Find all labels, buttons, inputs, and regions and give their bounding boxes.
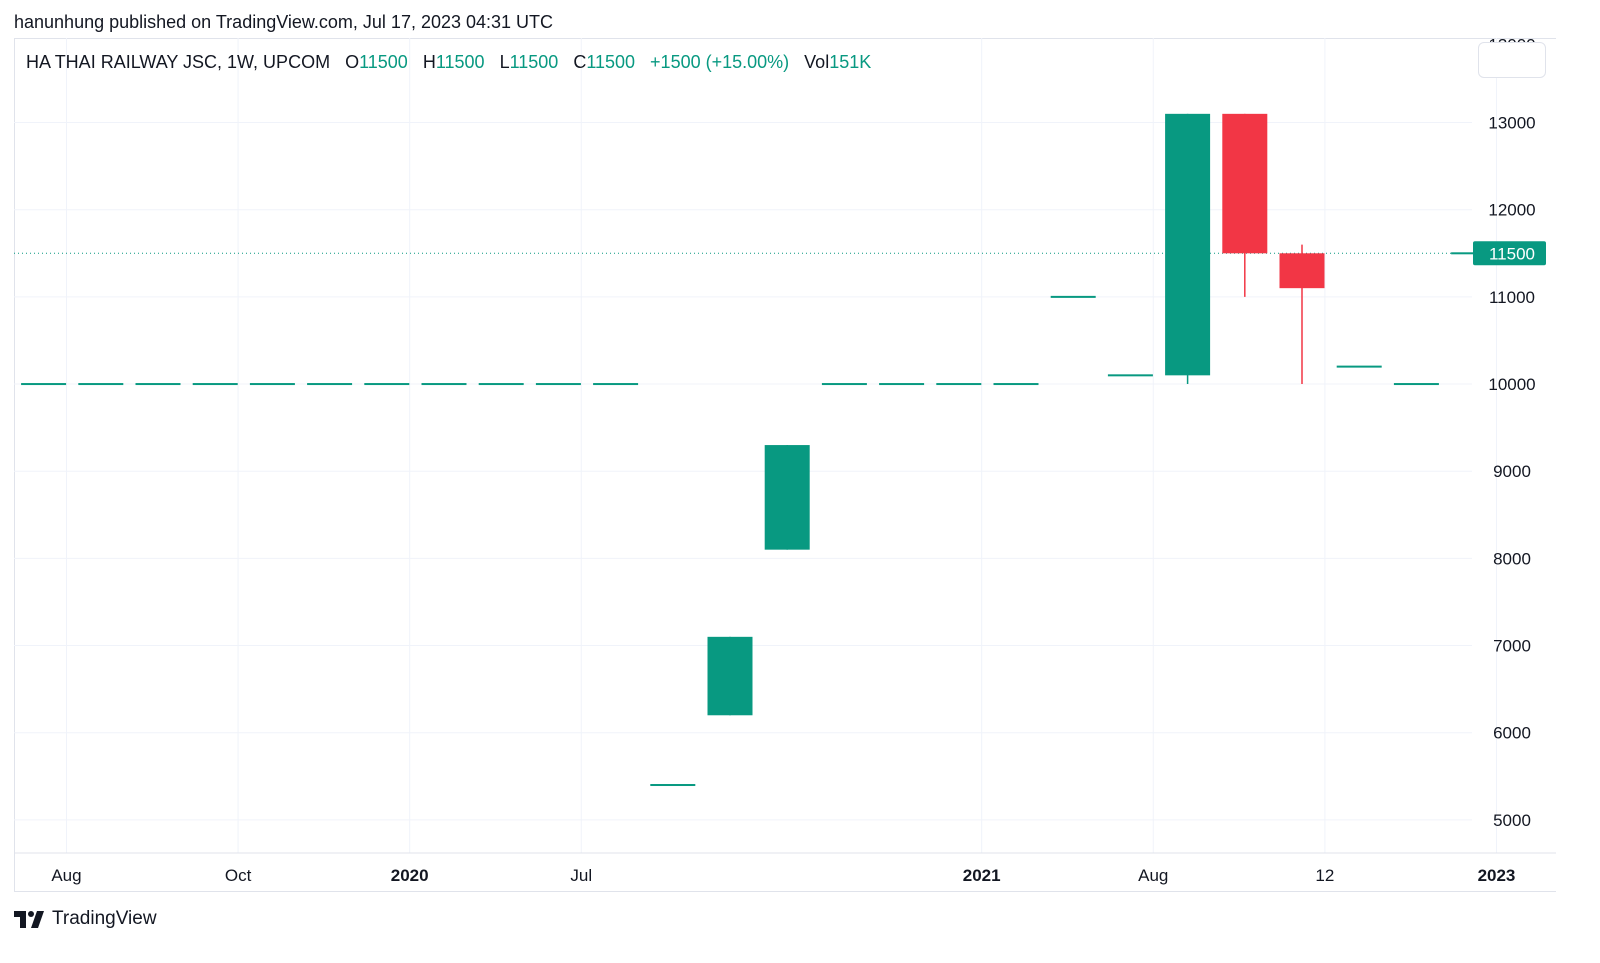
candle-body xyxy=(1050,295,1096,298)
candle[interactable] xyxy=(421,383,467,386)
legend-volume-label: Vol xyxy=(804,52,830,72)
candle-body xyxy=(1393,383,1439,386)
x-tick-label: 2021 xyxy=(963,866,1001,885)
candle-body xyxy=(879,383,925,386)
axis-layer: 5000 6000 7000 8000 9000 10000 11000 12000 13000… xyxy=(51,38,1546,885)
candle[interactable] xyxy=(936,383,982,386)
candle-body xyxy=(1222,113,1268,254)
candle[interactable] xyxy=(192,383,238,386)
candle-body xyxy=(249,383,295,386)
candle[interactable] xyxy=(879,383,925,386)
chart-legend: HA THAI RAILWAY JSC, 1W, UPCOM O11500 H1… xyxy=(26,52,871,73)
brand-name: TradingView xyxy=(52,908,157,929)
candle[interactable] xyxy=(535,383,581,386)
y-tick-label: 10000 xyxy=(1488,375,1535,394)
y-tick-label: 13000 xyxy=(1488,114,1535,133)
candle[interactable] xyxy=(307,383,353,386)
candle-body xyxy=(364,383,410,386)
candle[interactable] xyxy=(1393,383,1439,386)
x-tick-label: Aug xyxy=(51,866,81,885)
legend-volume-value: 151K xyxy=(829,52,872,72)
candle-body xyxy=(593,383,639,386)
tradingview-brand[interactable]: TradingView xyxy=(14,906,157,932)
candle-body xyxy=(535,383,581,386)
candle-body xyxy=(707,636,753,716)
candle-body xyxy=(650,784,696,787)
x-tick-label: 12 xyxy=(1315,866,1334,885)
legend-low-label: L xyxy=(499,52,510,72)
candle[interactable] xyxy=(1165,113,1211,385)
last-price-label: 11500 xyxy=(1489,244,1535,263)
candle-body xyxy=(821,383,867,386)
candle[interactable] xyxy=(1222,113,1268,297)
candle-body xyxy=(421,383,467,386)
candle-body xyxy=(135,383,181,386)
candle-body xyxy=(1165,113,1211,376)
x-tick-label: Jul xyxy=(570,866,592,885)
candle[interactable] xyxy=(1107,374,1153,377)
legend-close-label: C xyxy=(573,52,587,72)
candle-body xyxy=(21,383,67,386)
candle-body xyxy=(78,383,124,386)
x-tick-label: 2023 xyxy=(1478,866,1516,885)
x-tick-label: 2020 xyxy=(391,866,429,885)
candle-body xyxy=(993,383,1039,386)
y-tick-label: 8000 xyxy=(1493,549,1531,568)
y-tick-label: 12000 xyxy=(1488,201,1535,220)
candle[interactable] xyxy=(135,383,181,386)
y-tick-label: 6000 xyxy=(1493,724,1531,743)
legend-close-value: 11500 xyxy=(586,52,636,72)
candle-body xyxy=(764,445,810,550)
legend-change: +1500 (+15.00%) xyxy=(650,52,790,72)
candle-body xyxy=(1107,374,1153,377)
legend-high-value: 11500 xyxy=(435,52,485,72)
candle[interactable] xyxy=(764,445,810,550)
candle[interactable] xyxy=(821,383,867,386)
candle[interactable] xyxy=(993,383,1039,386)
candle[interactable] xyxy=(593,383,639,386)
candle-layer xyxy=(21,113,1497,787)
x-tick-label: Aug xyxy=(1138,866,1168,885)
candle-body xyxy=(192,383,238,386)
y-tick-label: 5000 xyxy=(1493,811,1531,830)
legend-open-value: 11500 xyxy=(359,52,408,72)
candle[interactable] xyxy=(707,636,753,716)
candle[interactable] xyxy=(249,383,295,386)
price-scale-settings-box[interactable] xyxy=(1478,42,1546,78)
candle-body xyxy=(1336,365,1382,368)
candle[interactable] xyxy=(1050,295,1096,298)
candle-body xyxy=(936,383,982,386)
y-tick-label: 9000 xyxy=(1493,462,1531,481)
y-tick-label: 7000 xyxy=(1493,637,1531,656)
x-tick-label: Oct xyxy=(225,866,252,885)
candle[interactable] xyxy=(1336,365,1382,368)
candle[interactable] xyxy=(1279,244,1325,385)
last-price-tag xyxy=(1473,241,1546,266)
chart-frame xyxy=(14,38,1556,892)
legend-low-value: 11500 xyxy=(509,52,559,72)
legend-open-label: O xyxy=(345,52,360,72)
candle[interactable] xyxy=(478,383,524,386)
candle-body xyxy=(478,383,524,386)
tradingview-logo-icon xyxy=(14,910,44,928)
candle-body xyxy=(307,383,353,386)
candle-body xyxy=(1279,253,1325,289)
candle[interactable] xyxy=(78,383,124,386)
candle[interactable] xyxy=(364,383,410,386)
legend-symbol[interactable]: HA THAI RAILWAY JSC, 1W, UPCOM xyxy=(26,52,331,72)
y-tick-label: 11000 xyxy=(1489,288,1535,307)
candle[interactable] xyxy=(21,383,67,386)
candle[interactable] xyxy=(650,784,696,787)
publish-info: hanunhung published on TradingView.com, … xyxy=(14,12,554,32)
legend-high-label: H xyxy=(422,52,436,72)
